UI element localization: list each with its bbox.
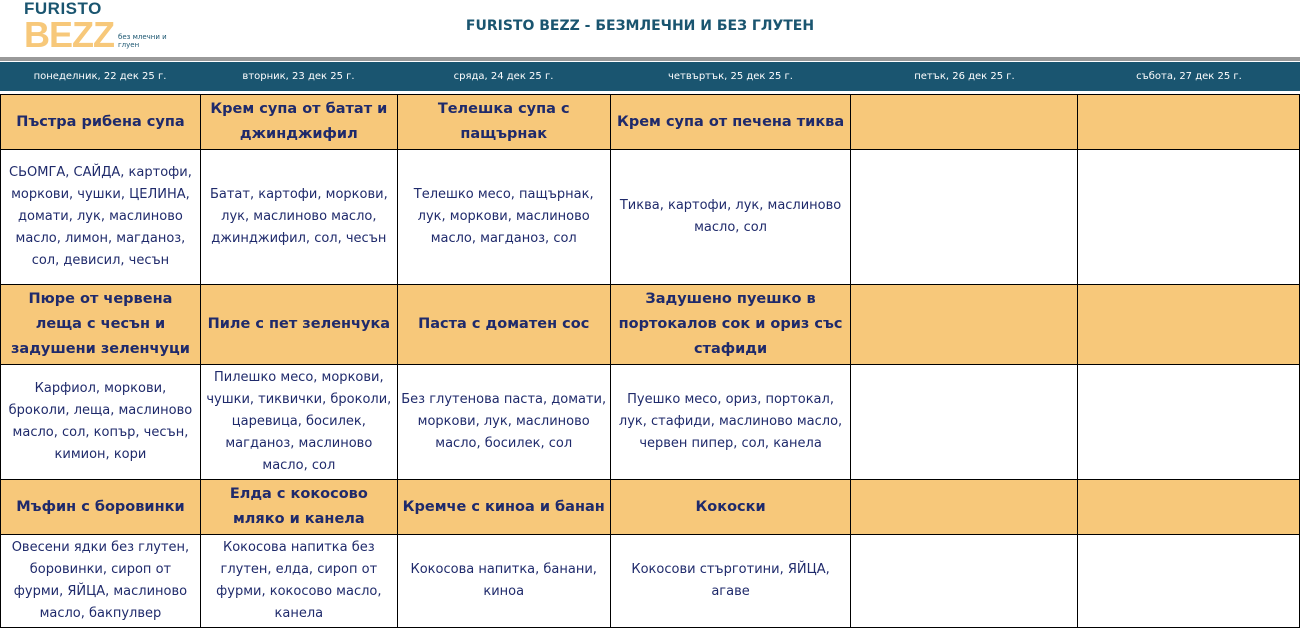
day-header: понеделник, 22 дек 25 г.	[33, 71, 167, 82]
meal-title-cell[interactable]: Кокоски	[609, 479, 852, 535]
ingredients-cell[interactable]: Тиква, картофи, лук, маслиново масло, со…	[609, 149, 852, 285]
meal-title-cell[interactable]	[1077, 284, 1300, 365]
ingredients-cell[interactable]	[850, 534, 1079, 628]
ingredients-row: СЬОМГА, САЙДА, картофи, моркови, чушки, …	[0, 149, 1300, 285]
meal-title-cell[interactable]	[850, 479, 1079, 535]
logo: FURISTO BEZZ без млечни и глуен	[24, 0, 194, 56]
meal-title-cell[interactable]: Мъфин с боровинки	[0, 479, 201, 535]
meal-title-cell[interactable]	[850, 94, 1079, 150]
day-header: четвъртък, 25 дек 25 г.	[667, 71, 793, 82]
ingredients-cell[interactable]: Кокосови стърготини, ЯЙЦА, агаве	[609, 534, 852, 628]
divider	[0, 57, 1300, 61]
ingredients-cell[interactable]: Овесени ядки без глутен, боровинки, сиро…	[0, 534, 201, 628]
ingredients-cell[interactable]	[1077, 534, 1300, 628]
day-header: събота, 27 дек 25 г.	[1136, 71, 1242, 82]
meal-title-cell[interactable]: Крем супа от печена тиква	[609, 94, 852, 150]
ingredients-row: Карфиол, моркови, броколи, леща, маслино…	[0, 364, 1300, 480]
day-header: вторник, 23 дек 25 г.	[242, 71, 355, 82]
meal-title-cell[interactable]: Пиле с пет зеленчука	[199, 284, 398, 365]
ingredients-cell[interactable]	[1077, 364, 1300, 480]
meal-title-row: Пюре от червена леща с чесън и задушени …	[0, 284, 1300, 365]
ingredients-row: Овесени ядки без глутен, боровинки, сиро…	[0, 534, 1300, 628]
meal-title-cell[interactable]	[1077, 479, 1300, 535]
meal-title-cell[interactable]: Кремче с киноа и банан	[396, 479, 611, 535]
meal-title-cell[interactable]: Паста с доматен сос	[396, 284, 611, 365]
meal-title-cell[interactable]: Пюре от червена леща с чесън и задушени …	[0, 284, 201, 365]
meal-title-cell[interactable]: Пъстра рибена супа	[0, 94, 201, 150]
ingredients-cell[interactable]: Пуешко месо, ориз, портокал, лук, стафид…	[609, 364, 852, 480]
page-title: FURISTO BEZZ - БЕЗМЛЕЧНИ И БЕЗ ГЛУТЕН	[465, 18, 815, 34]
meal-title-cell[interactable]: Крем супа от батат и джинджифил	[199, 94, 398, 150]
ingredients-cell[interactable]: СЬОМГА, САЙДА, картофи, моркови, чушки, …	[0, 149, 201, 285]
logo-row: BEZZ без млечни и глуен	[24, 17, 194, 53]
logo-line1: FURISTO	[24, 0, 102, 18]
ingredients-cell[interactable]: Кокосова напитка без глутен, елда, сироп…	[199, 534, 398, 628]
ingredients-cell[interactable]: Телешко месо, пащърнак, лук, моркови, ма…	[396, 149, 611, 285]
ingredients-cell[interactable]: Карфиол, моркови, броколи, леща, маслино…	[0, 364, 201, 480]
logo-line2: BEZZ	[24, 14, 115, 55]
ingredients-cell[interactable]: Кокосова напитка, банани, киноа	[396, 534, 611, 628]
days-header: понеделник, 22 дек 25 г. вторник, 23 дек …	[0, 62, 1300, 91]
ingredients-cell[interactable]: Пилешко месо, моркови, чушки, тиквички, …	[199, 364, 398, 480]
ingredients-cell[interactable]	[1077, 149, 1300, 285]
meal-title-row: Мъфин с боровинки Елда с кокосово мляко и…	[0, 479, 1300, 535]
ingredients-cell[interactable]	[850, 364, 1079, 480]
day-header: сряда, 24 дек 25 г.	[453, 71, 554, 82]
meal-title-cell[interactable]: Задушено пуешко в портокалов сок и ориз …	[609, 284, 852, 365]
meal-title-cell[interactable]	[1077, 94, 1300, 150]
logo-tagline: без млечни и глуен	[118, 33, 167, 49]
meal-title-cell[interactable]: Телешка супа с пащърнак	[396, 94, 611, 150]
day-header: петък, 26 дек 25 г.	[914, 71, 1015, 82]
ingredients-cell[interactable]: Без глутенова паста, домати, моркови, лу…	[396, 364, 611, 480]
meal-title-cell[interactable]: Елда с кокосово мляко и канела	[199, 479, 398, 535]
ingredients-cell[interactable]	[850, 149, 1079, 285]
menu-table: Пъстра рибена супа Крем супа от батат и д…	[0, 94, 1300, 628]
ingredients-cell[interactable]: Батат, картофи, моркови, лук, маслиново …	[199, 149, 398, 285]
meal-title-row: Пъстра рибена супа Крем супа от батат и д…	[0, 94, 1300, 150]
meal-title-cell[interactable]	[850, 284, 1079, 365]
